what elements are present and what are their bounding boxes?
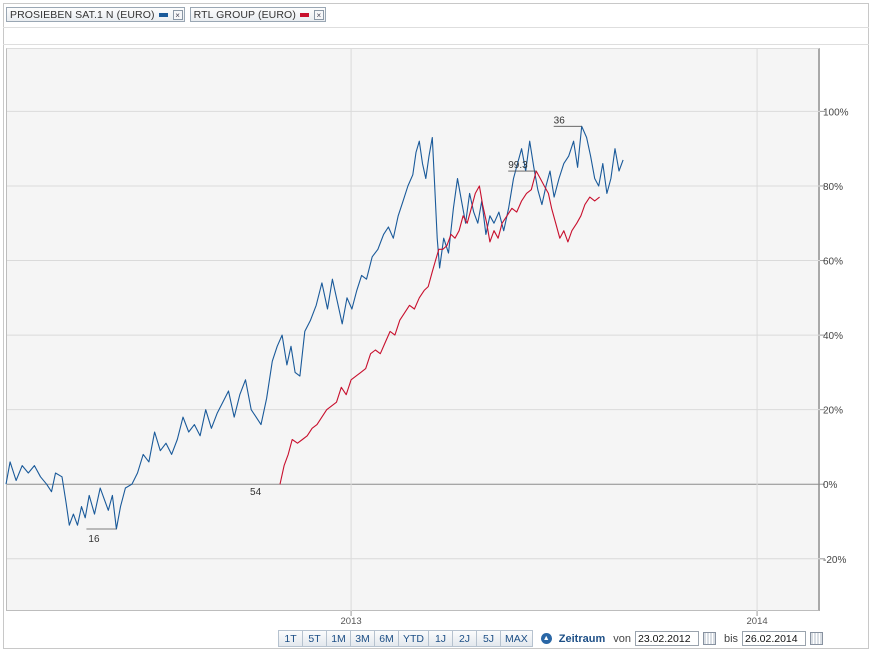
range-toolbar: 1T 5T 1M 3M 6M YTD 1J 2J 5J MAX ▲ Zeitra… (278, 630, 824, 647)
plot-area[interactable] (6, 48, 820, 611)
range-button-6m[interactable]: 6M (374, 630, 398, 647)
annotation-label: 16 (88, 534, 100, 545)
zeitraum-label: Zeitraum (558, 632, 606, 645)
range-button-1t[interactable]: 1T (278, 630, 302, 647)
calendar-icon[interactable] (810, 632, 824, 645)
annotation-label: 36 (554, 115, 566, 126)
toolbar-divider (3, 27, 869, 28)
x-tick-label: 2014 (747, 616, 768, 627)
range-button-ytd[interactable]: YTD (398, 630, 428, 647)
color-swatch-icon (299, 12, 309, 17)
from-label: von (613, 632, 631, 645)
tick-layer: -20% 0% 20% 40% 60% 80% 100% 2013 2014 (341, 107, 849, 627)
series-line-prosieben (5, 125, 624, 530)
range-button-1j[interactable]: 1J (428, 630, 452, 647)
y-tick-label: 60% (823, 257, 843, 268)
zeitraum-toggle[interactable]: ▲ Zeitraum (540, 630, 606, 647)
y-tick-label: -20% (823, 555, 846, 566)
legend-chip-prosieben[interactable]: PROSIEBEN SAT.1 N (EURO) × (6, 7, 185, 22)
annotation-label: 99.3 (508, 160, 528, 171)
y-tick-label: 80% (823, 182, 843, 193)
range-button-3m[interactable]: 3M (350, 630, 374, 647)
annotation-label: 54 (250, 487, 262, 498)
legend-label-prosieben: PROSIEBEN SAT.1 N (EURO) (10, 8, 155, 21)
color-swatch-icon (158, 12, 168, 17)
series-layer (5, 125, 624, 530)
from-date-input[interactable] (634, 631, 699, 646)
y-tick-label: 0% (823, 480, 838, 491)
remove-series-rtl-icon[interactable]: × (313, 9, 324, 20)
y-tick-label: 100% (823, 107, 849, 118)
range-button-5t[interactable]: 5T (302, 630, 326, 647)
legend-chip-rtl[interactable]: RTL GROUP (EURO) × (189, 7, 326, 22)
x-tick-label: 2013 (341, 616, 362, 627)
legend-label-rtl: RTL GROUP (EURO) (193, 8, 296, 21)
series-line-rtl (279, 170, 600, 485)
range-button-5j[interactable]: 5J (476, 630, 500, 647)
y-tick-label: 20% (823, 406, 843, 417)
annotation-layer: 16 54 36 99.3 (86, 115, 582, 545)
to-date-input[interactable] (742, 631, 807, 646)
range-button-1m[interactable]: 1M (326, 630, 350, 647)
calendar-icon[interactable] (702, 632, 716, 645)
range-button-2j[interactable]: 2J (452, 630, 476, 647)
toolbar-divider (3, 44, 869, 45)
collapse-arrow-icon: ▲ (540, 633, 552, 644)
y-tick-label: 40% (823, 331, 843, 342)
series-legend: PROSIEBEN SAT.1 N (EURO) × RTL GROUP (EU… (6, 7, 326, 23)
range-button-max[interactable]: MAX (500, 630, 533, 647)
remove-series-prosieben-icon[interactable]: × (172, 9, 183, 20)
to-label: bis (723, 632, 739, 645)
grid-layer (7, 49, 825, 616)
